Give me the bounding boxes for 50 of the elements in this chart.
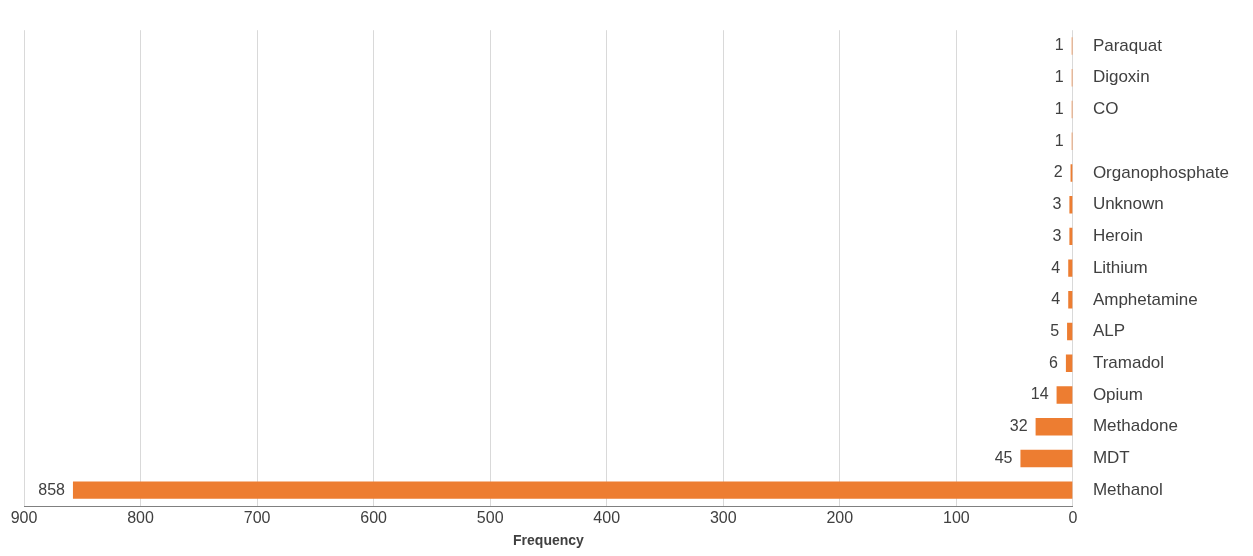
- data-label: 45: [994, 448, 1013, 466]
- x-tick-label: 700: [243, 509, 271, 527]
- bar: [1069, 227, 1073, 246]
- x-tick-label: 800: [127, 509, 154, 527]
- y-tick-label: Paraquat: [1092, 35, 1163, 55]
- data-label: 1: [1054, 36, 1064, 54]
- x-tick-label: 500: [476, 509, 504, 527]
- y-tick-label: Unknown: [1092, 194, 1164, 214]
- x-tick-label: 900: [10, 509, 38, 527]
- bar: [1068, 291, 1073, 309]
- y-tick-label: Amphetamine: [1092, 289, 1198, 309]
- bar: [1065, 354, 1073, 372]
- bar: [72, 481, 1073, 499]
- data-label: 4: [1051, 258, 1061, 276]
- data-label: 858: [38, 480, 66, 498]
- x-tick-label: 0: [1068, 509, 1078, 527]
- bar: [1020, 449, 1073, 468]
- bar: [1067, 322, 1073, 341]
- y-tick-label: ALP: [1092, 321, 1126, 341]
- data-label: 14: [1030, 385, 1049, 403]
- y-tick-label: MDT: [1092, 448, 1130, 468]
- x-tick-label: 100: [943, 509, 970, 527]
- data-label: 1: [1054, 99, 1064, 117]
- y-tick-label: Methanol: [1092, 479, 1163, 499]
- y-tick-label: Tramadol: [1092, 352, 1165, 372]
- data-label: 4: [1051, 290, 1061, 308]
- data-label: 1: [1054, 131, 1064, 149]
- data-label: 6: [1048, 353, 1058, 371]
- data-label: 32: [1009, 417, 1028, 435]
- x-tick-label: 600: [360, 509, 388, 527]
- data-label: 3: [1052, 226, 1062, 244]
- bar: [1056, 386, 1073, 404]
- y-tick-label: Lithium: [1092, 257, 1148, 277]
- x-tick-label: 300: [709, 509, 737, 527]
- y-tick-label: CO: [1092, 99, 1119, 119]
- x-tick-label: 400: [593, 509, 621, 527]
- data-label: 2: [1053, 163, 1063, 181]
- bar: [1069, 195, 1073, 214]
- data-label: 1: [1054, 68, 1064, 86]
- x-tick-label: 200: [826, 509, 854, 527]
- data-label: 3: [1052, 195, 1062, 213]
- y-tick-label: Opium: [1092, 384, 1143, 404]
- y-tick-label: Organophosphate: [1092, 162, 1229, 182]
- bar: [1068, 259, 1073, 277]
- x-axis-title: Frequency: [513, 532, 585, 549]
- y-tick-label: Digoxin: [1092, 67, 1150, 87]
- y-tick-label: Methadone: [1092, 416, 1178, 436]
- data-label: 5: [1050, 321, 1060, 339]
- y-tick-label: Heroin: [1092, 226, 1143, 246]
- bar: [1035, 417, 1073, 436]
